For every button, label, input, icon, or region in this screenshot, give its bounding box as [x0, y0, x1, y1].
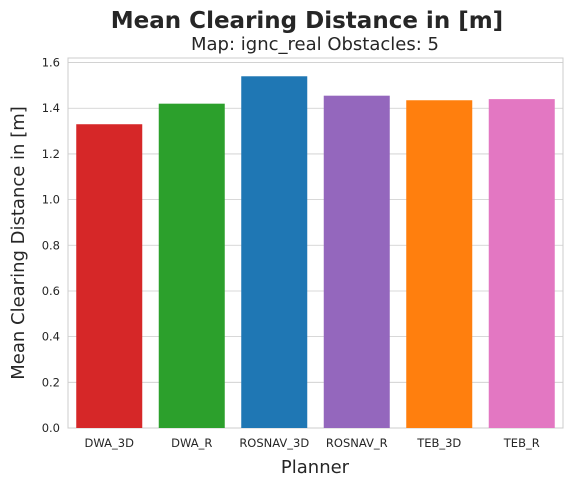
y-tick-label: 1.4 — [42, 101, 60, 115]
x-tick-label: DWA_3D — [85, 436, 135, 450]
y-tick-labels: 0.0 0.2 0.4 0.6 0.8 1.0 1.2 1.4 1.6 — [42, 56, 60, 435]
bar-rosnav-r — [323, 95, 390, 429]
y-axis-label: Mean Clearing Distance in [m] — [8, 106, 29, 380]
y-tick-label: 0.6 — [42, 284, 60, 298]
y-tick-label: 0.4 — [42, 330, 60, 344]
x-tick-label: ROSNAV_3D — [239, 436, 309, 450]
bar-teb-r — [488, 99, 555, 428]
y-tick-label: 0.8 — [42, 238, 60, 252]
chart-subtitle: Map: ignc_real Obstacles: 5 — [191, 34, 439, 55]
bars — [76, 76, 555, 429]
bar-teb-3d — [406, 100, 473, 429]
y-tick-label: 0.0 — [42, 421, 60, 435]
bar-dwa-r — [158, 103, 225, 428]
chart-title: Mean Clearing Distance in [m] — [111, 8, 503, 34]
plot-area — [67, 57, 564, 429]
x-axis-label: Planner — [281, 457, 350, 478]
bar-dwa-3d — [76, 124, 143, 429]
x-tick-label: DWA_R — [171, 436, 212, 450]
bar-rosnav-3d — [241, 76, 308, 428]
x-tick-labels: DWA_3D DWA_R ROSNAV_3D ROSNAV_R TEB_3D TEB_R — [85, 436, 540, 450]
y-tick-label: 1.0 — [42, 193, 60, 207]
x-tick-label: ROSNAV_R — [326, 436, 388, 450]
y-tick-label: 1.6 — [42, 56, 60, 70]
x-tick-label: TEB_3D — [416, 436, 461, 450]
y-tick-label: 0.2 — [42, 375, 60, 389]
x-tick-label: TEB_R — [503, 436, 540, 450]
grid-lines — [68, 62, 563, 429]
y-tick-label: 1.2 — [42, 147, 60, 161]
